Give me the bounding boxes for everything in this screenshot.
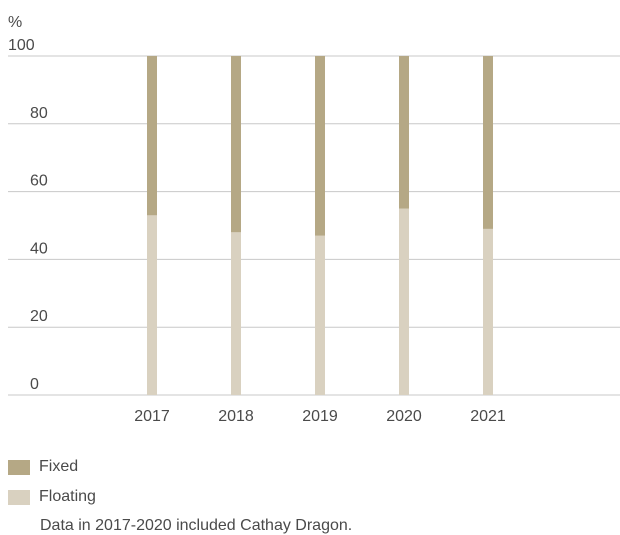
bar-fixed-2017 (147, 56, 157, 216)
bar-floating-2019 (315, 235, 325, 395)
bar-floating-2021 (483, 228, 493, 395)
x-tick-label-2020: 2020 (386, 408, 422, 425)
legend-label-fixed: Fixed (39, 458, 79, 475)
bar-fixed-2021 (483, 56, 493, 229)
x-tick-label-2017: 2017 (134, 408, 170, 425)
x-tick-label-2021: 2021 (470, 408, 506, 425)
legend-item-fixed: Fixed (8, 456, 96, 478)
y-tick-label-0: 0 (30, 376, 39, 393)
chart-plot: % 0 20 40 60 80 100 2017 2018 2019 2020 2021 (8, 14, 620, 425)
legend-item-floating: Floating (8, 486, 96, 508)
bar-fixed-2018 (231, 56, 241, 233)
x-tick-label-2019: 2019 (302, 408, 338, 425)
bar-floating-2018 (231, 232, 241, 395)
legend-swatch-floating (8, 489, 30, 505)
y-tick-label-100: 100 (8, 37, 35, 54)
x-tick-label-2018: 2018 (218, 408, 254, 425)
legend-label-floating: Floating (39, 488, 96, 505)
y-tick-label-80: 80 (30, 105, 48, 122)
y-axis-unit-label: % (8, 14, 22, 31)
y-tick-label-20: 20 (30, 308, 48, 325)
legend-swatch-fixed (8, 459, 30, 475)
bar-floating-2020 (399, 208, 409, 395)
bar-fixed-2020 (399, 56, 409, 209)
bar-floating-2017 (147, 215, 157, 395)
y-tick-label-40: 40 (30, 240, 48, 257)
y-tick-label-60: 60 (30, 173, 48, 190)
chart-footnote: Data in 2017-2020 included Cathay Dragon… (40, 517, 353, 534)
bar-fixed-2019 (315, 56, 325, 236)
legend: Fixed Floating (8, 456, 96, 516)
